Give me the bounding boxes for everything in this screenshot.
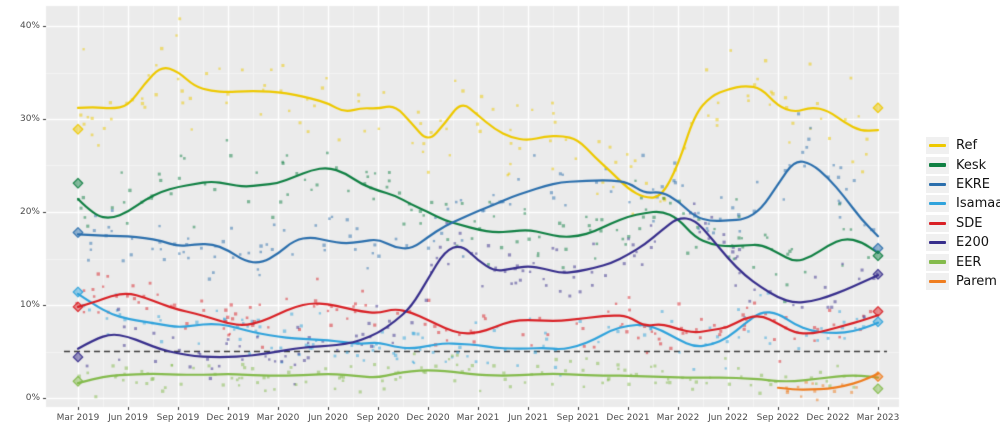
x-tick-label: Jun 2019 [108, 413, 148, 423]
x-tick-label: Sep 2021 [556, 413, 600, 423]
x-tick-label: Jun 2022 [708, 413, 748, 423]
legend-item-kesk: Kesk [926, 155, 1000, 174]
legend: Ref Kesk EKRE Isamaa SDE E200 EER Parem [926, 136, 1000, 291]
x-tick-label: Sep 2020 [356, 413, 400, 423]
x-tick-label: Dec 2021 [606, 413, 650, 423]
legend-label: E200 [956, 235, 990, 251]
legend-key-icon [926, 156, 949, 174]
x-tick-label: Mar 2022 [656, 413, 700, 423]
legend-key-icon [926, 234, 949, 252]
legend-label: EER [956, 254, 982, 270]
legend-item-eer: EER [926, 252, 1000, 271]
legend-item-e200: E200 [926, 233, 1000, 252]
legend-key-icon [926, 272, 949, 290]
x-tick-label: Sep 2022 [756, 413, 800, 423]
legend-key-icon [926, 214, 949, 232]
legend-label: SDE [956, 215, 983, 231]
y-tick-label: 10% [19, 299, 40, 310]
x-tick-label: Sep 2019 [156, 413, 200, 423]
legend-label: Parem [956, 273, 997, 289]
x-tick-label: Mar 2021 [456, 413, 500, 423]
x-tick-label: Mar 2020 [256, 413, 300, 423]
legend-label: EKRE [956, 176, 990, 192]
x-tick-label: Dec 2020 [406, 413, 450, 423]
x-tick-label: Dec 2022 [806, 413, 850, 423]
legend-key-icon [926, 195, 949, 213]
y-tick-label: 30% [19, 113, 40, 124]
x-tick-label: Mar 2019 [56, 413, 100, 423]
legend-item-sde: SDE [926, 214, 1000, 233]
legend-key-icon [926, 137, 949, 155]
legend-label: Kesk [956, 157, 987, 173]
legend-item-ekre: EKRE [926, 175, 1000, 194]
x-tick-label: Dec 2019 [206, 413, 250, 423]
y-tick-label: 0% [25, 392, 40, 403]
x-tick-label: Jun 2021 [508, 413, 548, 423]
y-tick-label: 40% [19, 20, 40, 31]
legend-label: Isamaa [956, 196, 1000, 212]
legend-item-ref: Ref [926, 136, 1000, 155]
x-tick-label: Jun 2020 [308, 413, 348, 423]
legend-key-icon [926, 253, 949, 271]
legend-key-icon [926, 175, 949, 193]
x-tick-label: Mar 2023 [856, 413, 900, 423]
legend-label: Ref [956, 138, 978, 154]
y-tick-label: 20% [19, 206, 40, 217]
legend-item-parem: Parem [926, 272, 1000, 291]
legend-item-isamaa: Isamaa [926, 194, 1000, 213]
